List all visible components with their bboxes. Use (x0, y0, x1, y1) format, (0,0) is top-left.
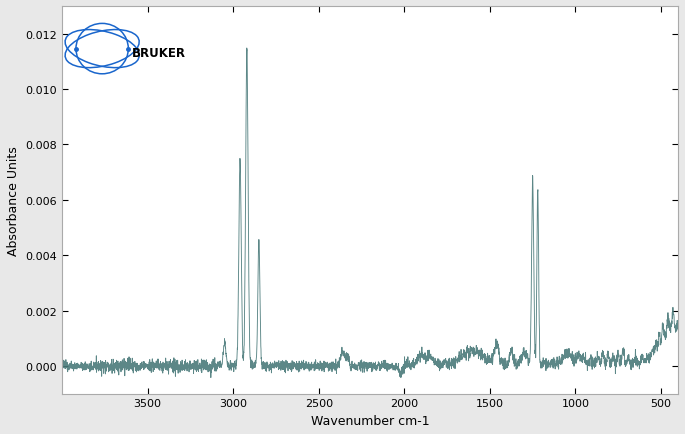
Text: BRUKER: BRUKER (132, 47, 186, 60)
Y-axis label: Absorbance Units: Absorbance Units (7, 145, 20, 255)
X-axis label: Wavenumber cm-1: Wavenumber cm-1 (311, 414, 429, 427)
